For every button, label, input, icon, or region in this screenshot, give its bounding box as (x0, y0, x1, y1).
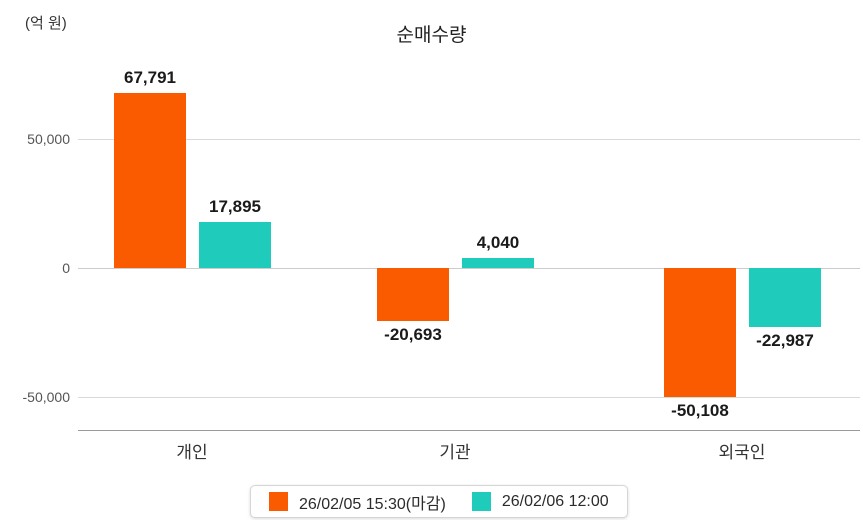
bar-value-label: -22,987 (756, 331, 814, 350)
bar-외국인-series-1[interactable] (749, 268, 821, 327)
bar-value-label: -50,108 (671, 401, 729, 420)
gridline-50000 (78, 139, 860, 140)
bar-value-label: 4,040 (476, 233, 520, 252)
legend-swatch-series-0 (269, 492, 288, 511)
category-label-기관: 기관 (439, 443, 471, 462)
bar-외국인-series-0[interactable] (664, 268, 736, 397)
gridline-0 (78, 268, 860, 269)
bar-개인-series-1[interactable] (199, 222, 271, 268)
x-axis-line (78, 430, 860, 431)
chart-legend[interactable]: 26/02/05 15:30(마감) 26/02/06 12:00 (250, 485, 628, 518)
bar-value-label: 17,895 (209, 197, 261, 216)
y-axis-unit-label: (억 원) (25, 15, 67, 32)
bar-value-label: 67,791 (124, 68, 176, 87)
bar-개인-series-0[interactable] (114, 93, 186, 268)
y-axis-tick-labels: 50,000 0 -50,000 (0, 0, 70, 520)
y-tick-label: 50,000 (27, 131, 70, 147)
bar-기관-series-0[interactable] (377, 268, 449, 321)
legend-swatch-series-1 (471, 492, 491, 511)
category-label-개인: 개인 (176, 443, 208, 462)
y-tick-label: -50,000 (22, 389, 70, 405)
bar-기관-series-1[interactable] (462, 258, 534, 268)
legend-label: 26/02/06 12:00 (501, 492, 609, 510)
category-label-외국인: 외국인 (718, 443, 766, 462)
chart-title: 순매수량 (396, 25, 467, 46)
y-tick-label: 0 (62, 260, 70, 276)
legend-item-1[interactable]: 26/02/06 12:00 (471, 492, 609, 511)
bar-value-label: -20,693 (384, 325, 442, 344)
legend-item-0[interactable]: 26/02/05 15:30(마감) (269, 490, 446, 514)
legend-label: 26/02/05 15:30(마감) (299, 495, 446, 513)
gridline--50000 (78, 397, 860, 398)
